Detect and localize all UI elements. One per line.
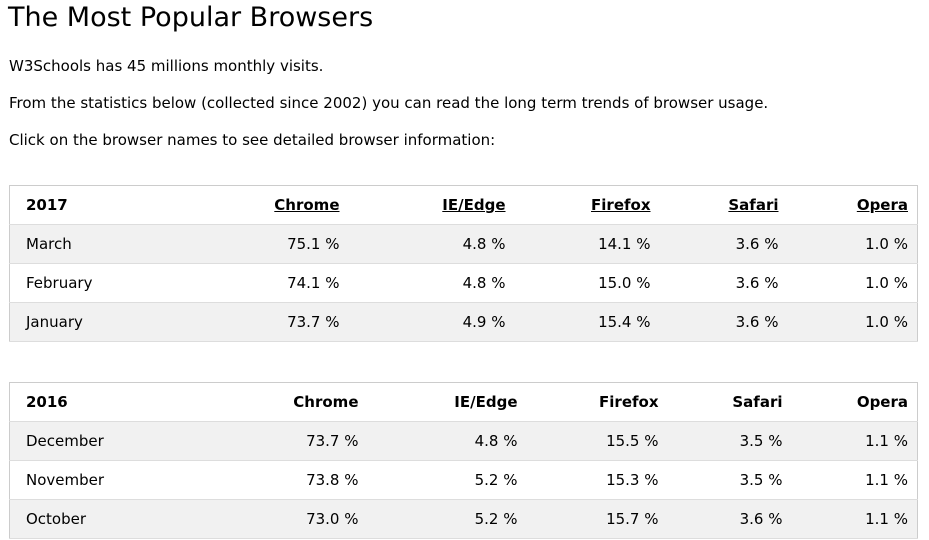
month-cell: October [9, 499, 200, 539]
safari-value-cell: 3.6 % [650, 302, 779, 342]
opera-header: Opera [782, 382, 918, 422]
ie-edge-value-cell: 5.2 % [358, 499, 518, 539]
table-header-row: 2016 Chrome IE/Edge Firefox Safari Opera [9, 382, 918, 422]
safari-value-cell: 3.5 % [658, 460, 783, 500]
month-cell: February [9, 263, 181, 303]
table-row: March 75.1 % 4.8 % 14.1 % 3.6 % 1.0 % [9, 224, 918, 264]
opera-value-cell: 1.0 % [778, 302, 918, 342]
chrome-header: Chrome [199, 382, 359, 422]
chrome-value-cell: 73.8 % [199, 460, 359, 500]
table-row: December 73.7 % 4.8 % 15.5 % 3.5 % 1.1 % [9, 421, 918, 461]
firefox-header-label: Firefox [599, 393, 659, 411]
safari-header: Safari [658, 382, 783, 422]
firefox-value-cell: 14.1 % [505, 224, 651, 264]
firefox-link[interactable]: Firefox [505, 185, 651, 225]
ie-edge-header: IE/Edge [358, 382, 518, 422]
month-cell: March [9, 224, 181, 264]
ie-edge-link-label[interactable]: IE/Edge [442, 196, 506, 214]
safari-value-cell: 3.6 % [650, 263, 779, 303]
browser-stats-table-2017: 2017 Chrome IE/Edge Firefox Safari Opera… [9, 185, 918, 342]
opera-value-cell: 1.1 % [782, 460, 918, 500]
firefox-value-cell: 15.5 % [517, 421, 659, 461]
chrome-value-cell: 75.1 % [180, 224, 340, 264]
chrome-value-cell: 73.7 % [199, 421, 359, 461]
ie-edge-value-cell: 4.8 % [339, 263, 506, 303]
opera-value-cell: 1.1 % [782, 421, 918, 461]
table-row: February 74.1 % 4.8 % 15.0 % 3.6 % 1.0 % [9, 263, 918, 303]
safari-value-cell: 3.6 % [650, 224, 779, 264]
opera-link-label[interactable]: Opera [856, 196, 908, 214]
firefox-value-cell: 15.7 % [517, 499, 659, 539]
intro-statistics-text: From the statistics below (collected sin… [9, 94, 769, 112]
browser-stats-table-2016: 2016 Chrome IE/Edge Firefox Safari Opera… [9, 382, 918, 539]
ie-edge-value-cell: 4.8 % [339, 224, 506, 264]
intro-click-hint-text: Click on the browser names to see detail… [9, 131, 496, 149]
month-cell: January [9, 302, 181, 342]
table-row: October 73.0 % 5.2 % 15.7 % 3.6 % 1.1 % [9, 499, 918, 539]
table-row: November 73.8 % 5.2 % 15.3 % 3.5 % 1.1 % [9, 460, 918, 500]
firefox-value-cell: 15.3 % [517, 460, 659, 500]
intro-visits-text: W3Schools has 45 millions monthly visits… [9, 57, 324, 75]
month-cell: November [9, 460, 200, 500]
firefox-value-cell: 15.4 % [505, 302, 651, 342]
opera-value-cell: 1.0 % [778, 263, 918, 303]
opera-value-cell: 1.1 % [782, 499, 918, 539]
safari-value-cell: 3.5 % [658, 421, 783, 461]
table-header-row: 2017 Chrome IE/Edge Firefox Safari Opera [9, 185, 918, 225]
chrome-header-label: Chrome [293, 393, 359, 411]
ie-edge-link[interactable]: IE/Edge [339, 185, 506, 225]
ie-edge-value-cell: 4.9 % [339, 302, 506, 342]
safari-header-label: Safari [732, 393, 783, 411]
safari-link-label[interactable]: Safari [728, 196, 779, 214]
firefox-value-cell: 15.0 % [505, 263, 651, 303]
year-header: 2016 [9, 382, 200, 422]
ie-edge-value-cell: 5.2 % [358, 460, 518, 500]
opera-link[interactable]: Opera [778, 185, 918, 225]
chrome-value-cell: 74.1 % [180, 263, 340, 303]
ie-edge-value-cell: 4.8 % [358, 421, 518, 461]
safari-value-cell: 3.6 % [658, 499, 783, 539]
chrome-value-cell: 73.7 % [180, 302, 340, 342]
firefox-header: Firefox [517, 382, 659, 422]
chrome-link[interactable]: Chrome [180, 185, 340, 225]
opera-header-label: Opera [856, 393, 908, 411]
safari-link[interactable]: Safari [650, 185, 779, 225]
ie-edge-header-label: IE/Edge [454, 393, 518, 411]
chrome-value-cell: 73.0 % [199, 499, 359, 539]
table-row: January 73.7 % 4.9 % 15.4 % 3.6 % 1.0 % [9, 302, 918, 342]
firefox-link-label[interactable]: Firefox [591, 196, 651, 214]
opera-value-cell: 1.0 % [778, 224, 918, 264]
chrome-link-label[interactable]: Chrome [274, 196, 340, 214]
month-cell: December [9, 421, 200, 461]
page-title: The Most Popular Browsers [8, 2, 374, 33]
year-header: 2017 [9, 185, 181, 225]
